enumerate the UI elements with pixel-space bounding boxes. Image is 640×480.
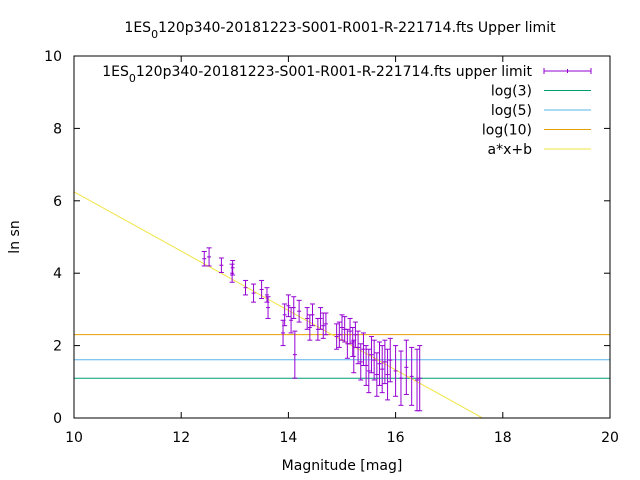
data-point-14 [291,296,297,319]
data-point-16 [296,299,302,323]
data-point-43 [382,339,388,385]
data-point-25 [336,321,342,348]
data-point-4 [230,260,236,276]
x-tick-label: 18 [494,430,512,446]
data-point-29 [347,317,353,345]
data-point-47 [398,350,404,406]
plot-frame [73,55,611,419]
y-tick-label: 10 [44,49,62,65]
ticks-layer [73,55,611,419]
labels-layer: 10 12 14 16 18 20 0 2 4 6 8 10 Magnitude [mag] ln sn 1… [7,20,619,474]
data-point-41 [377,341,383,386]
x-tick-label: 10 [65,430,83,446]
y-tick-label: 0 [53,411,62,427]
data-point-45 [387,337,393,383]
legend-entry-2: log(5) [491,103,591,119]
data-point-50 [414,348,420,412]
legend-label: a*x+b [488,142,533,158]
data-point-33 [355,330,361,365]
legend-label-pre: 1ES [102,64,129,80]
data-point-39 [371,339,377,381]
data-point-12 [285,294,291,318]
series-layer [74,191,610,418]
y-tick-label: 2 [53,339,62,355]
x-tick-label: 14 [279,430,297,446]
data-point-7 [259,279,265,300]
data-point-34 [358,343,364,381]
data-point-35 [360,332,366,367]
data-point-46 [393,345,399,397]
data-point-49 [409,346,415,406]
data-point-40 [374,352,380,397]
legend-entry-3: log(10) [482,123,591,139]
data-point-21 [318,307,324,330]
chart-title: 1ES0120p340-20181223-S001-R001-R-221714.… [124,20,556,41]
legend-entry-1: log(3) [491,84,591,100]
x-tick-label: 16 [387,430,405,446]
data-point-2 [218,257,224,273]
legend-label-sub: 0 [129,72,136,85]
legend-label: log(3) [491,84,532,100]
x-axis-label: Magnitude [mag] [282,458,403,474]
y-axis-label: ln sn [7,220,23,253]
data-point-15 [292,330,298,379]
data-point-1 [206,247,212,267]
data-point-8 [264,287,270,303]
data-point-27 [342,316,348,343]
data-point-36 [363,345,369,386]
chart-title-pre: 1ES [124,20,151,36]
data-point-42 [379,345,385,394]
legend-label: log(10) [482,123,532,139]
data-point-17 [304,307,310,330]
legend-entry-0: 1ES0120p340-20181223-S001-R001-R-221714.… [102,64,592,85]
x-tick-label: 12 [172,430,190,446]
data-point-13 [288,307,294,334]
data-point-37 [366,348,372,394]
y-tick-label: 4 [53,266,62,282]
x-tick-label: 20 [601,430,619,446]
legend-entry-4: a*x+b [488,142,591,158]
legend: 1ES0120p340-20181223-S001-R001-R-221714.… [102,64,592,158]
data-point-6 [251,283,257,303]
chart-title-post: 120p340-20181223-S001-R001-R-221714.fts … [158,20,556,36]
legend-label: log(5) [491,103,532,119]
data-point-26 [339,314,345,341]
legend-label-post: 120p340-20181223-S001-R001-R-221714.fts … [136,64,533,80]
data-point-3 [229,263,235,283]
legend-label: 1ES0120p340-20181223-S001-R001-R-221714.… [102,64,532,85]
data-point-30 [350,327,356,357]
data-point-9 [265,296,271,319]
data-point-32 [352,321,358,348]
chart-title-sub: 0 [151,28,158,41]
data-point-51 [417,345,423,412]
data-point-23 [323,312,329,336]
data-point-48 [403,339,409,395]
y-tick-label: 6 [53,194,62,210]
y-tick-label: 8 [53,121,62,137]
data-point-11 [282,303,288,327]
data-point-44 [385,348,391,401]
data-point-38 [368,336,374,374]
data-point-5 [243,279,249,296]
data-point-0 [201,250,207,267]
data-point-19 [310,303,316,327]
data-point-24 [334,323,340,350]
